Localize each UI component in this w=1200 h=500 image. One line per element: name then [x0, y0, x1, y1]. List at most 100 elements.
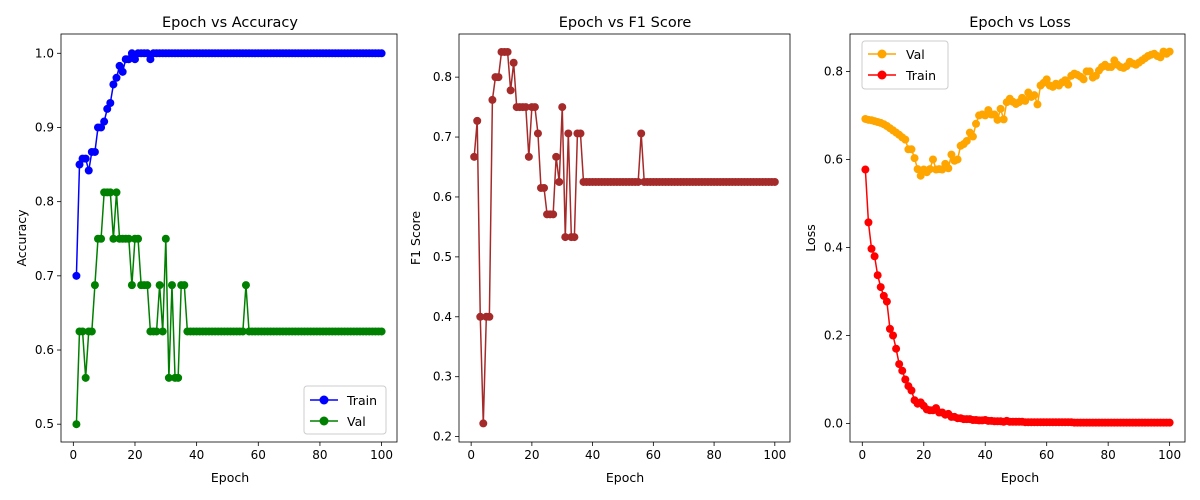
accuracy-plot-area: 0 20 40 60 80 100 0.5 0.6 0.7 0.8 0.9 1.0 — [35, 33, 398, 462]
accuracy-y-tick-label: 0.6 — [35, 343, 54, 357]
loss-val-point — [1042, 75, 1051, 84]
loss-val-point — [953, 155, 962, 164]
accuracy-train-point — [143, 49, 152, 58]
loss-val-point — [993, 115, 1002, 124]
f1-f1-point — [634, 177, 643, 186]
accuracy-train-point — [124, 55, 133, 64]
f1-f1-point — [488, 95, 497, 104]
f1-y-tick-label: 0.5 — [433, 250, 452, 264]
loss-val-point — [910, 154, 919, 163]
loss-x-tick-label: 60 — [1039, 448, 1054, 462]
accuracy-val-point — [167, 281, 176, 290]
loss-val-point — [968, 132, 977, 141]
f1-f1-point — [576, 129, 585, 138]
accuracy-val-point — [78, 327, 87, 336]
loss-val-point — [1021, 96, 1030, 105]
accuracy-legend-val-marker — [319, 416, 329, 426]
loss-x-tick-label: 0 — [858, 448, 866, 462]
loss-val-point — [928, 155, 937, 164]
accuracy-x-tick-label: 100 — [370, 448, 393, 462]
accuracy-axes-frame — [60, 33, 398, 443]
f1-f1-point — [637, 129, 646, 138]
loss-train-point — [876, 283, 885, 292]
accuracy-train-point — [146, 55, 155, 64]
f1-x-tick-label: 0 — [467, 448, 475, 462]
f1-x-tick-label: 100 — [763, 448, 786, 462]
f1-f1-point — [552, 152, 561, 161]
accuracy-val-point — [143, 281, 152, 290]
f1-f1-point — [570, 233, 579, 242]
loss-train-point — [898, 366, 907, 375]
f1-f1-point — [564, 129, 573, 138]
accuracy-y-tick-label: 0.7 — [35, 269, 54, 283]
loss-val-point — [996, 104, 1005, 113]
accuracy-train-point — [72, 271, 81, 280]
accuracy-legend-train-label: Train — [346, 393, 377, 408]
loss-x-tick-label: 100 — [1158, 448, 1181, 462]
loss-plot-area: 0 20 40 60 80 100 0.0 0.2 0.4 0.6 0.8 — [824, 33, 1186, 462]
accuracy-train-point — [103, 104, 112, 113]
accuracy-chart-title: Epoch vs Accuracy — [162, 15, 298, 31]
f1-y-tick-label: 0.2 — [433, 430, 452, 444]
loss-x-tick-label: 40 — [978, 448, 993, 462]
accuracy-train-point — [75, 160, 84, 169]
accuracy-val-point — [158, 327, 167, 336]
loss-chart-title: Epoch vs Loss — [969, 15, 1071, 31]
f1-plot-area: 0 20 40 60 80 100 0.2 0.3 0.4 0.5 0.6 0.7 0.8 — [433, 33, 791, 462]
loss-y-tick-label: 0.2 — [824, 328, 843, 342]
loss-train-point — [895, 360, 904, 369]
accuracy-x-axis-label: Epoch — [211, 470, 249, 485]
accuracy-val-point — [106, 188, 115, 197]
accuracy-legend-val-label: Val — [347, 414, 366, 429]
accuracy-x-tick-label: 40 — [189, 448, 204, 462]
loss-train-point — [907, 386, 916, 395]
loss-train-point — [867, 244, 876, 253]
accuracy-val-point — [241, 281, 250, 290]
accuracy-x-tick-label: 0 — [70, 448, 78, 462]
accuracy-val-point — [152, 327, 161, 336]
accuracy-val-point — [134, 234, 143, 243]
accuracy-val-point — [112, 188, 121, 197]
accuracy-legend-train-marker — [319, 395, 329, 405]
loss-val-point — [972, 119, 981, 128]
accuracy-val-point — [238, 327, 247, 336]
accuracy-train-point — [84, 166, 93, 175]
accuracy-val-point — [109, 234, 118, 243]
loss-legend-train-label: Train — [905, 68, 936, 83]
f1-f1-point — [530, 103, 539, 112]
loss-x-tick-label: 20 — [916, 448, 931, 462]
accuracy-val-point — [127, 281, 136, 290]
accuracy-val-point — [155, 281, 164, 290]
loss-val-point — [1085, 67, 1094, 76]
accuracy-val-point — [81, 373, 90, 382]
loss-axes-frame — [849, 33, 1186, 443]
loss-y-axis-label: Loss — [803, 224, 818, 251]
loss-legend-val-marker — [877, 49, 887, 59]
accuracy-y-tick-label: 1.0 — [35, 46, 54, 60]
accuracy-train-point — [106, 98, 115, 107]
loss-train-point — [892, 344, 901, 353]
accuracy-y-tick-label: 0.5 — [35, 417, 54, 431]
f1-y-tick-label: 0.4 — [433, 310, 452, 324]
accuracy-train-point — [112, 73, 121, 82]
accuracy-val-point — [161, 234, 170, 243]
accuracy-chart: Epoch vs Accuracy Epoch Accuracy 0 20 40 60… — [14, 15, 398, 485]
f1-f1-point — [549, 210, 558, 219]
loss-val-point — [901, 135, 910, 144]
f1-f1-point — [561, 233, 570, 242]
f1-f1-point — [555, 177, 564, 186]
f1-x-tick-label: 60 — [646, 448, 661, 462]
accuracy-train-point — [115, 61, 124, 70]
loss-val-point — [925, 165, 934, 174]
f1-x-axis-label: Epoch — [606, 470, 644, 485]
accuracy-val-point — [90, 281, 99, 290]
loss-x-axis-label: Epoch — [1001, 470, 1039, 485]
f1-x-tick-label: 20 — [524, 448, 539, 462]
f1-f1-point — [494, 73, 503, 82]
accuracy-val-point — [97, 234, 106, 243]
f1-x-tick-label: 40 — [585, 448, 600, 462]
f1-f1-point — [506, 86, 515, 95]
f1-f1-point — [476, 312, 485, 321]
